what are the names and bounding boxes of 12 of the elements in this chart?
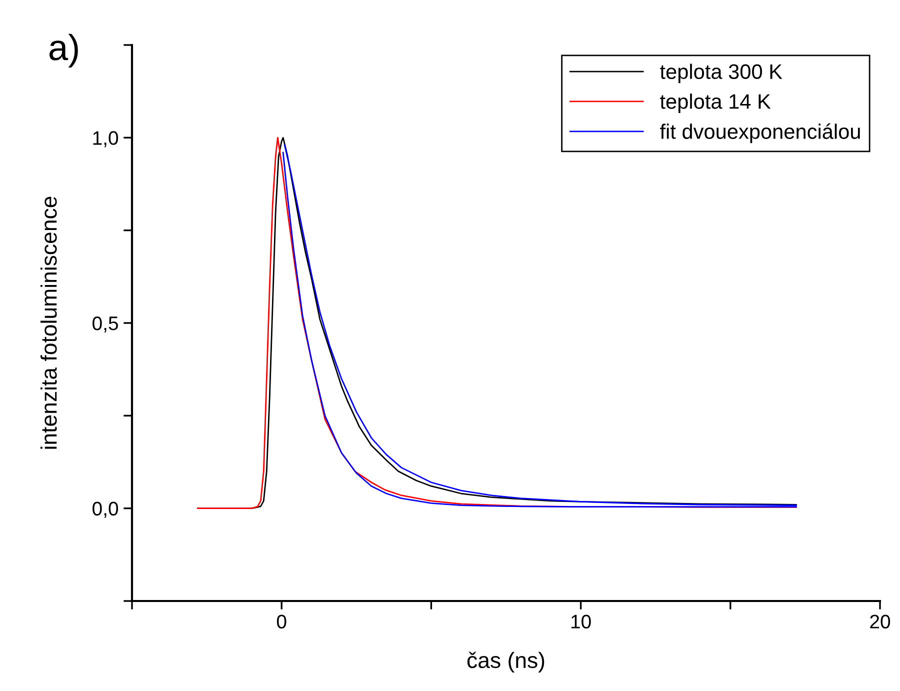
text: a) — [50, 34, 78, 68]
legend-label: teplota 300 K — [660, 64, 782, 84]
legend-label: teplota 14 K — [660, 94, 771, 114]
y-axis-title: intenzita fotoluminiscence — [40, 196, 57, 449]
x-tick-label: 10 — [571, 614, 591, 628]
x-tick-label: 20 — [870, 614, 890, 628]
x-tick-label: 0 — [276, 614, 286, 628]
legend-label: fit dvouexponenciálou — [660, 123, 860, 144]
y-tick-label: 0,5 — [92, 316, 118, 333]
x-axis-title: čas (ns) — [467, 652, 544, 673]
y-tick-label: 0,0 — [92, 502, 118, 518]
y-tick-label: 1,0 — [93, 131, 118, 148]
